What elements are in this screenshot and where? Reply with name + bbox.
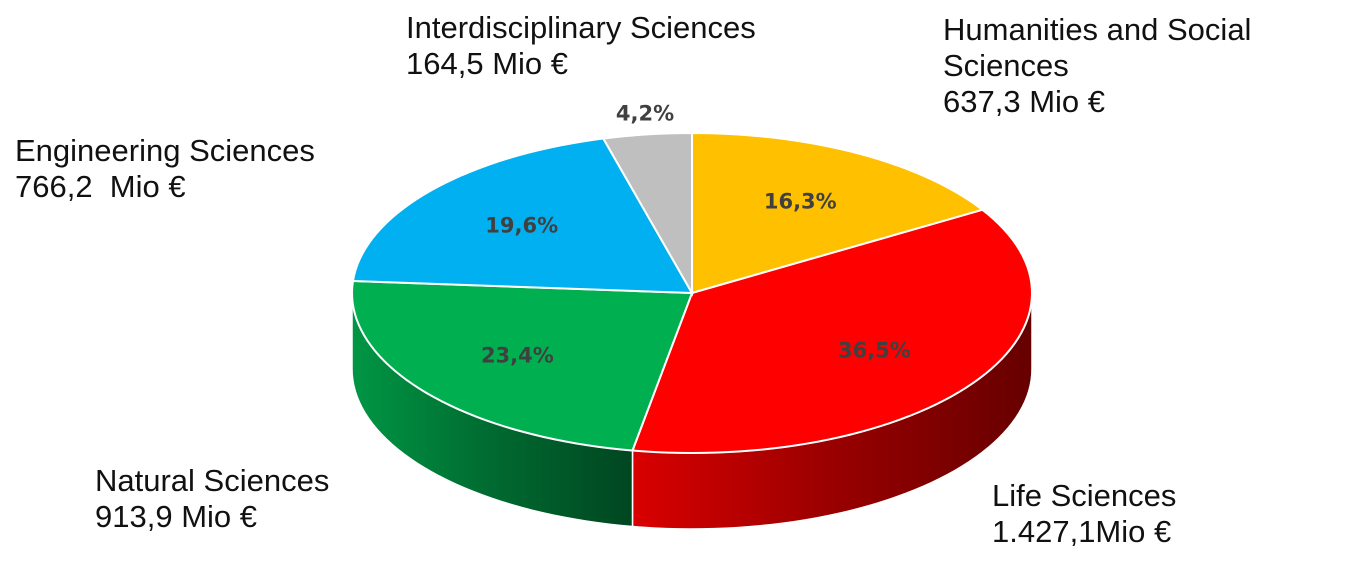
value-label: 16,3% [764,189,837,213]
category-label: Engineering Sciences 766,2 Mio € [15,133,435,205]
category-name: Humanities and Social Sciences [943,12,1261,83]
category-name: Natural Sciences [95,463,330,498]
category-amount: 766,2 Mio € [15,169,186,204]
category-label: Interdisciplinary Sciences 164,5 Mio € [406,10,906,82]
slice [351,137,694,295]
value-label: 4,2% [616,101,674,125]
category-amount: 1.427,1Mio € [992,514,1172,549]
value-label: 19,6% [485,214,558,238]
slice [691,131,985,295]
category-amount: 913,9 Mio € [95,499,257,534]
category-name: Engineering Sciences [15,133,315,168]
value-label: 23,4% [481,344,554,368]
category-label: Natural Sciences 913,9 Mio € [95,463,435,535]
value-label: 36,5% [838,339,911,363]
category-amount: 164,5 Mio € [406,46,568,81]
slice [351,279,694,452]
category-name: Interdisciplinary Sciences [406,10,756,45]
category-label: Humanities and Social Sciences 637,3 Mio … [943,12,1368,120]
slice [631,208,1033,455]
category-label: Life Sciences 1.427,1Mio € [992,478,1362,550]
slice [601,131,693,297]
category-name: Life Sciences [992,478,1177,513]
category-amount: 637,3 Mio € [943,84,1105,119]
